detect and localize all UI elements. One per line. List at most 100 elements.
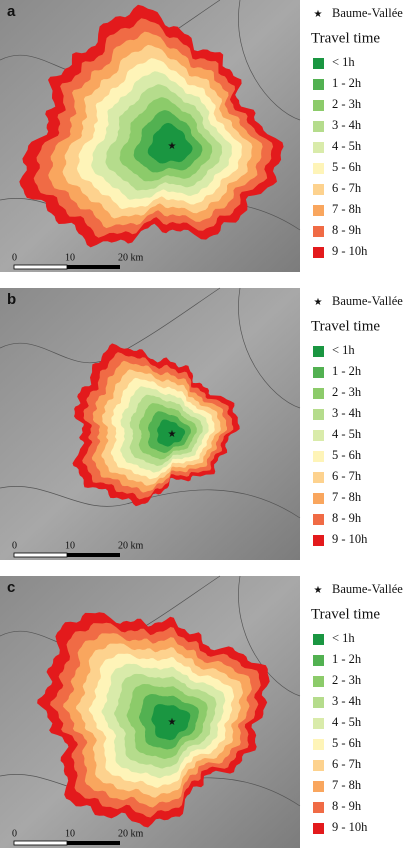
legend-label: < 1h <box>332 343 355 357</box>
legend-label: 7 - 8h <box>332 778 362 792</box>
legend-label: 6 - 7h <box>332 181 362 195</box>
scale-label: 10 <box>65 252 75 263</box>
isochrone <box>147 122 193 164</box>
legend-swatch <box>313 802 324 813</box>
scale-bar <box>67 841 120 845</box>
isochrone <box>157 419 186 447</box>
legend-label: 2 - 3h <box>332 97 362 111</box>
legend-label: 6 - 7h <box>332 757 362 771</box>
legend-swatch <box>313 676 324 687</box>
border-line <box>0 486 301 519</box>
scale-label: 10 <box>65 540 75 551</box>
legend-swatch <box>313 514 324 525</box>
star-marker: ★ <box>168 141 177 152</box>
legend-swatch <box>313 163 324 174</box>
scale-label: 20 km <box>118 252 144 263</box>
legend-marker-label: Baume-Vallée <box>332 582 403 596</box>
border-line <box>238 575 301 697</box>
legend-label: 5 - 6h <box>332 160 362 174</box>
legend-swatch <box>313 634 324 645</box>
legend-label: 8 - 9h <box>332 799 362 813</box>
legend-star: ★ <box>314 585 323 596</box>
scale-label: 20 km <box>118 540 144 551</box>
legend-swatch <box>313 430 324 441</box>
legend-label: 3 - 4h <box>332 118 362 132</box>
legend-swatch <box>313 184 324 195</box>
legend-swatch <box>313 781 324 792</box>
scale-label: 0 <box>12 540 17 551</box>
scale-label: 0 <box>12 828 17 839</box>
legend-swatch <box>313 718 324 729</box>
panel-label: c <box>7 579 15 596</box>
legend-label: 4 - 5h <box>332 427 362 441</box>
legend-swatch <box>313 58 324 69</box>
legend-swatch <box>313 247 324 258</box>
legend-label: 9 - 10h <box>332 244 368 258</box>
star-marker: ★ <box>168 429 177 440</box>
scale-label: 10 <box>65 828 75 839</box>
legend-label: < 1h <box>332 55 355 69</box>
map-panel: ★ a 0 10 20 km ★ Baume-Vallée Travel time < 1h 1 … <box>0 0 403 272</box>
legend-swatch <box>313 388 324 399</box>
scale-bar <box>13 264 68 270</box>
legend-title: Travel time <box>311 606 380 622</box>
legend-label: 9 - 10h <box>332 532 368 546</box>
isochrone <box>151 704 191 741</box>
legend-label: 6 - 7h <box>332 469 362 483</box>
legend-label: 3 - 4h <box>332 694 362 708</box>
legend-star: ★ <box>314 297 323 308</box>
legend-marker-label: Baume-Vallée <box>332 294 403 308</box>
legend-swatch <box>313 367 324 378</box>
legend-swatch <box>313 409 324 420</box>
border-line <box>238 287 301 409</box>
legend-swatch <box>313 79 324 90</box>
legend-label: 5 - 6h <box>332 448 362 462</box>
legend-swatch <box>313 451 324 462</box>
border-line <box>238 0 301 121</box>
legend-swatch <box>313 100 324 111</box>
star-marker: ★ <box>168 717 177 728</box>
scale-label: 0 <box>12 252 17 263</box>
legend-swatch <box>313 205 324 216</box>
legend-swatch <box>313 739 324 750</box>
legend-label: 1 - 2h <box>332 76 362 90</box>
legend-label: 8 - 9h <box>332 511 362 525</box>
legend-swatch <box>313 535 324 546</box>
scale-bar <box>13 840 68 846</box>
legend-swatch <box>313 142 324 153</box>
legend-marker-label: Baume-Vallée <box>332 6 403 20</box>
map-panel: ★ b 0 10 20 km ★ Baume-Vallée Travel time < 1h 1 … <box>0 287 403 560</box>
scale-bar <box>67 265 120 269</box>
scale-bar <box>67 553 120 557</box>
legend-label: 2 - 3h <box>332 385 362 399</box>
legend-label: 2 - 3h <box>332 673 362 687</box>
legend-label: < 1h <box>332 631 355 645</box>
legend-title: Travel time <box>311 318 380 334</box>
legend-label: 7 - 8h <box>332 202 362 216</box>
legend-swatch <box>313 226 324 237</box>
legend-swatch <box>313 655 324 666</box>
legend-swatch <box>313 760 324 771</box>
legend-label: 1 - 2h <box>332 652 362 666</box>
panel-label: a <box>7 3 16 20</box>
legend-swatch <box>313 346 324 357</box>
legend-swatch <box>313 697 324 708</box>
legend-label: 4 - 5h <box>332 139 362 153</box>
legend-swatch <box>313 823 324 834</box>
legend-title: Travel time <box>311 30 380 46</box>
legend-swatch <box>313 121 324 132</box>
map-panel: ★ c 0 10 20 km ★ Baume-Vallée Travel time < 1h 1 … <box>0 575 403 848</box>
legend-star: ★ <box>314 9 323 20</box>
legend-label: 8 - 9h <box>332 223 362 237</box>
legend-label: 1 - 2h <box>332 364 362 378</box>
legend-swatch <box>313 493 324 504</box>
legend-label: 4 - 5h <box>332 715 362 729</box>
legend-label: 7 - 8h <box>332 490 362 504</box>
legend-label: 3 - 4h <box>332 406 362 420</box>
legend-label: 5 - 6h <box>332 736 362 750</box>
scale-label: 20 km <box>118 828 144 839</box>
scale-bar <box>13 552 68 558</box>
legend-label: 9 - 10h <box>332 820 368 834</box>
panel-label: b <box>7 291 16 308</box>
